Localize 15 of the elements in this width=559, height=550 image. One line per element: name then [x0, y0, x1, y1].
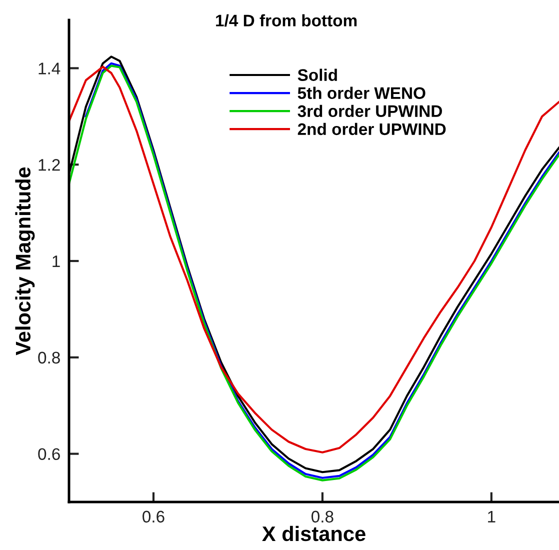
y-tick-label: 0.6 [38, 448, 60, 460]
legend-label: 5th order WENO [298, 86, 426, 100]
x-tick-label: 0.8 [312, 510, 334, 523]
x-tick-label: 0.6 [142, 510, 164, 523]
x-axis-title: X distance [262, 526, 366, 542]
legend-label: 3rd order UPWIND [298, 104, 442, 118]
y-axis-title: Velocity Magnitude [15, 167, 35, 356]
legend-label: 2nd order UPWIND [298, 122, 446, 136]
legend-label: Solid [298, 68, 337, 81]
y-tick-label: 1.4 [38, 62, 60, 74]
y-tick-label: 1 [52, 256, 60, 268]
y-tick-label: 1.2 [38, 159, 60, 171]
y-tick-label: 0.8 [38, 352, 60, 364]
x-tick-label: 1 [488, 510, 496, 522]
chart-title: 1/4 D from bottom [216, 14, 357, 27]
